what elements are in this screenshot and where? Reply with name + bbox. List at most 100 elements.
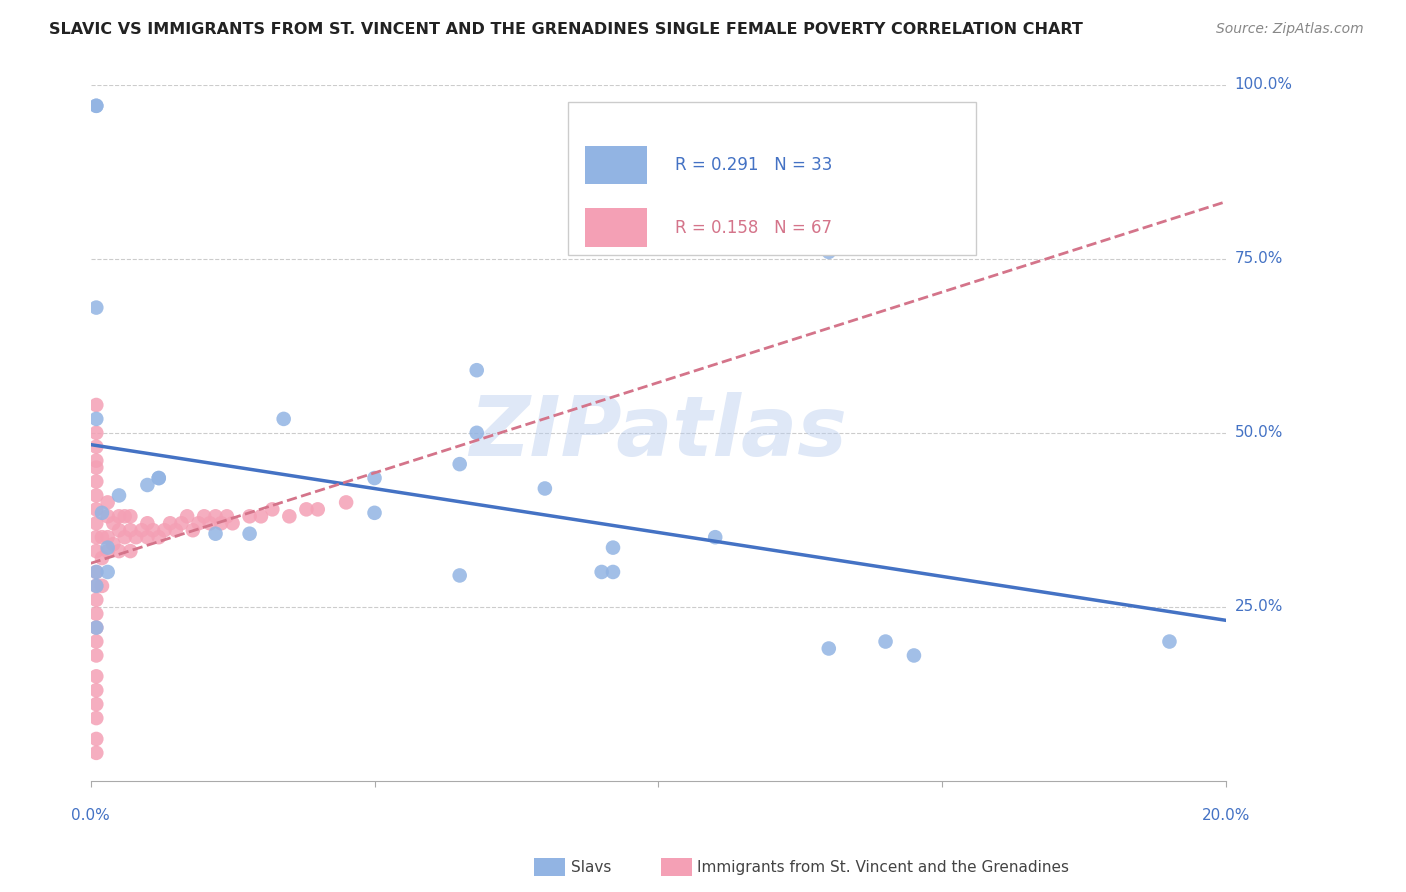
Point: [602, 565, 624, 579]
Point: [84, 731, 107, 746]
Point: [114, 509, 136, 524]
Text: 25.0%: 25.0%: [1234, 599, 1282, 615]
Point: [108, 509, 131, 524]
Point: [204, 526, 226, 541]
Text: Immigrants from St. Vincent and the Grenadines: Immigrants from St. Vincent and the Gren…: [697, 860, 1070, 874]
Point: [170, 516, 193, 531]
Point: [602, 541, 624, 555]
Point: [239, 526, 262, 541]
FancyBboxPatch shape: [585, 209, 647, 247]
Point: [108, 544, 131, 558]
Point: [84, 634, 107, 648]
Point: [193, 509, 215, 524]
Point: [250, 509, 273, 524]
Point: [103, 516, 125, 531]
Point: [181, 523, 204, 537]
Text: 50.0%: 50.0%: [1234, 425, 1282, 441]
Point: [84, 579, 107, 593]
Point: [108, 523, 131, 537]
Point: [903, 648, 925, 663]
Point: [307, 502, 329, 516]
Point: [136, 478, 159, 492]
Point: [84, 99, 107, 113]
Point: [91, 530, 114, 544]
Point: [84, 453, 107, 467]
Point: [84, 440, 107, 454]
Point: [114, 530, 136, 544]
Point: [591, 565, 613, 579]
Text: ZIPatlas: ZIPatlas: [470, 392, 848, 474]
Point: [125, 530, 148, 544]
Point: [120, 544, 142, 558]
Point: [84, 607, 107, 621]
Point: [84, 544, 107, 558]
Point: [97, 544, 120, 558]
Point: [465, 363, 488, 377]
Point: [84, 460, 107, 475]
Text: 20.0%: 20.0%: [1202, 808, 1250, 823]
Text: Source: ZipAtlas.com: Source: ZipAtlas.com: [1216, 22, 1364, 37]
Point: [84, 530, 107, 544]
Point: [136, 516, 159, 531]
Point: [97, 565, 120, 579]
Point: [84, 592, 107, 607]
Point: [295, 502, 318, 516]
Point: [1159, 634, 1181, 648]
Point: [204, 509, 226, 524]
Point: [108, 488, 131, 502]
Point: [84, 621, 107, 635]
Point: [363, 471, 385, 485]
Text: Slavs: Slavs: [571, 860, 612, 874]
Point: [84, 412, 107, 426]
Point: [221, 516, 243, 531]
Point: [84, 579, 107, 593]
Point: [215, 509, 238, 524]
Point: [273, 412, 295, 426]
Point: [97, 530, 120, 544]
Point: [97, 495, 120, 509]
Point: [91, 551, 114, 566]
Point: [817, 641, 839, 656]
Point: [449, 568, 471, 582]
Point: [84, 516, 107, 531]
Point: [120, 509, 142, 524]
Text: R = 0.158   N = 67: R = 0.158 N = 67: [675, 219, 832, 236]
Point: [148, 530, 170, 544]
Point: [84, 697, 107, 711]
Point: [534, 482, 557, 496]
FancyBboxPatch shape: [585, 145, 647, 184]
Point: [84, 475, 107, 489]
Text: SLAVIC VS IMMIGRANTS FROM ST. VINCENT AND THE GRENADINES SINGLE FEMALE POVERTY C: SLAVIC VS IMMIGRANTS FROM ST. VINCENT AN…: [49, 22, 1083, 37]
Point: [84, 711, 107, 725]
Point: [131, 523, 153, 537]
Point: [176, 509, 198, 524]
Point: [97, 541, 120, 555]
Text: 0.0%: 0.0%: [72, 808, 110, 823]
Point: [335, 495, 357, 509]
Point: [120, 523, 142, 537]
Text: 75.0%: 75.0%: [1234, 252, 1282, 267]
Point: [449, 457, 471, 471]
Point: [239, 509, 262, 524]
Point: [465, 425, 488, 440]
Point: [198, 516, 221, 531]
Point: [148, 471, 170, 485]
Point: [84, 488, 107, 502]
Point: [84, 398, 107, 412]
Point: [363, 506, 385, 520]
Point: [142, 523, 165, 537]
Point: [278, 509, 301, 524]
Point: [103, 537, 125, 551]
Point: [209, 516, 232, 531]
Point: [153, 523, 176, 537]
Point: [704, 530, 727, 544]
Point: [97, 509, 120, 524]
Text: 100.0%: 100.0%: [1234, 78, 1292, 93]
Point: [84, 746, 107, 760]
Point: [817, 244, 839, 259]
Point: [875, 634, 897, 648]
Point: [91, 579, 114, 593]
Point: [84, 669, 107, 683]
Point: [84, 99, 107, 113]
Point: [84, 621, 107, 635]
